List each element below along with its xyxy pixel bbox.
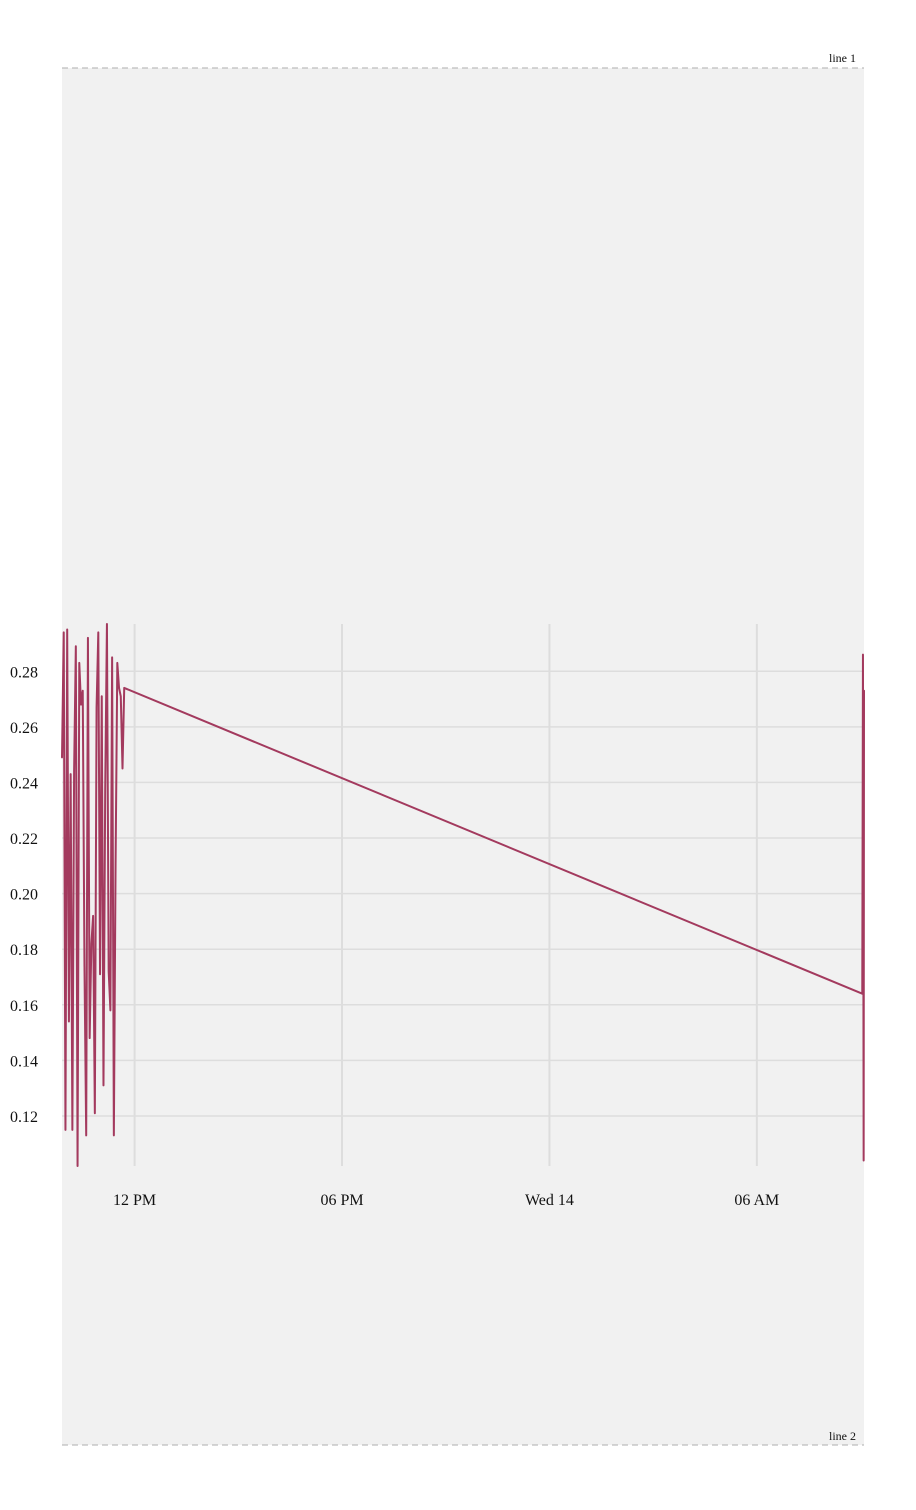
y-tick-label: 0.16 bbox=[10, 998, 38, 1015]
y-tick-label: 0.12 bbox=[10, 1109, 38, 1126]
guide-label-2: line 2 bbox=[829, 1429, 856, 1443]
y-tick-label: 0.26 bbox=[10, 720, 38, 737]
x-tick-label: Wed 14 bbox=[525, 1192, 574, 1209]
y-tick-label: 0.24 bbox=[10, 775, 38, 792]
y-tick-label: 0.14 bbox=[10, 1053, 38, 1070]
y-tick-label: 0.20 bbox=[10, 887, 38, 904]
y-tick-label: 0.18 bbox=[10, 942, 38, 959]
guide-label-1: line 1 bbox=[829, 51, 856, 65]
y-axis-ticks: 0.12 0.14 0.16 0.18 0.20 0.22 0.24 0.26 0.28 bbox=[10, 664, 38, 1126]
x-tick-label: 06 PM bbox=[320, 1192, 363, 1209]
y-tick-label: 0.22 bbox=[10, 831, 38, 848]
x-tick-label: 12 PM bbox=[113, 1192, 156, 1209]
x-gridlines bbox=[133, 624, 758, 1166]
x-axis-ticks: 12 PM 06 PM Wed 14 06 AM bbox=[113, 1192, 779, 1209]
y-tick-label: 0.28 bbox=[10, 664, 38, 681]
series-layer bbox=[61, 623, 865, 1167]
data-series-line bbox=[61, 623, 865, 1167]
x-tick-label: 06 AM bbox=[734, 1192, 779, 1209]
plot-background bbox=[62, 68, 864, 1445]
y-gridlines bbox=[62, 670, 864, 1117]
